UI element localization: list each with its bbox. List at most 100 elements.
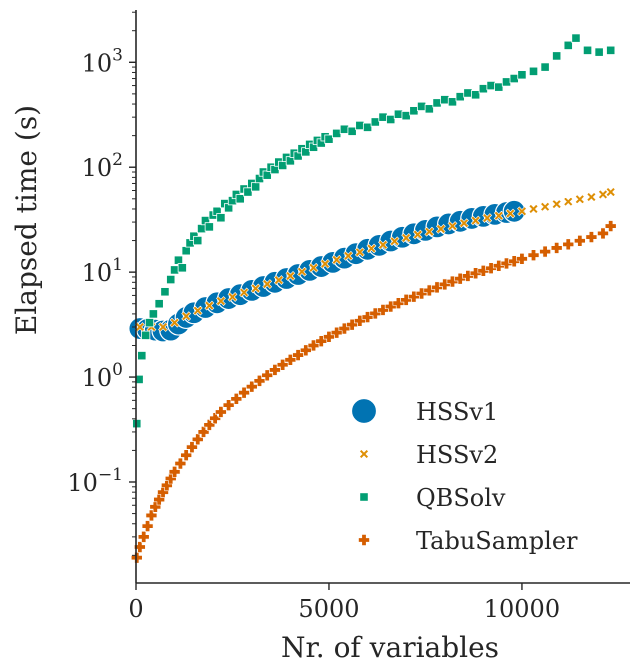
data-point-qbsolv (416, 101, 427, 111)
data-point-qbsolv (141, 330, 151, 340)
x-tick-label: 10000 (484, 595, 560, 623)
data-point-tabusampler (134, 541, 146, 553)
data-point-qbsolv (134, 374, 144, 385)
legend-label-hssv1: HSSv1 (416, 398, 498, 426)
x-tick-label: 0 (128, 595, 143, 623)
data-point-tabusampler (137, 531, 150, 543)
data-point-hssv2 (447, 221, 458, 231)
data-point-qbsolv (235, 194, 245, 204)
data-point-hssv2 (181, 311, 192, 322)
data-point-hssv2 (378, 239, 388, 250)
data-point-hssv2 (412, 229, 423, 240)
data-point-tabusampler (145, 509, 158, 522)
data-point-tabusampler (527, 249, 540, 262)
data-point-hssv2 (401, 232, 412, 243)
y-tick-label: 103 (82, 45, 123, 77)
data-point-qbsolv (455, 92, 465, 102)
x-tick-label: 5000 (298, 595, 359, 623)
series-hssv2 (134, 187, 616, 332)
data-point-qbsolv (160, 287, 170, 297)
data-point-hssv2 (528, 204, 539, 214)
data-point-qbsolv (173, 255, 184, 265)
data-point-hssv2 (493, 210, 504, 221)
data-point-qbsolv (540, 62, 550, 72)
data-point-tabusampler (276, 358, 289, 371)
legend-marker-hssv2 (359, 449, 369, 459)
data-point-qbsolv (478, 84, 488, 94)
data-point-qbsolv (440, 95, 450, 105)
data-point-qbsolv (509, 73, 519, 84)
data-point-hssv2 (574, 194, 585, 205)
data-point-qbsolv (606, 45, 616, 55)
data-point-tabusampler (604, 220, 617, 232)
data-point-tabusampler (141, 520, 154, 532)
data-point-tabusampler (209, 412, 221, 425)
data-point-hssv2 (158, 322, 168, 332)
data-point-qbsolv (285, 156, 295, 166)
y-tick-label: 101 (82, 255, 123, 287)
data-point-qbsolv (339, 124, 350, 134)
legend-item-qbsolv: QBSolv (359, 484, 506, 512)
data-point-qbsolv (324, 134, 334, 144)
data-point-tabusampler (261, 369, 274, 382)
data-point-qbsolv (204, 222, 214, 232)
data-point-hssv2 (227, 292, 238, 302)
data-point-hssv2 (262, 279, 273, 289)
data-point-tabusampler (562, 238, 575, 251)
data-point-qbsolv (197, 224, 207, 234)
data-point-hssv2 (540, 201, 551, 212)
data-point-qbsolv (193, 235, 203, 246)
data-point-qbsolv (144, 318, 155, 328)
data-point-tabusampler (574, 234, 586, 247)
plot-area (128, 33, 617, 564)
data-point-qbsolv (494, 82, 504, 92)
axes: 0 5000 10000 10−1 100 101 102 103 (67, 10, 630, 623)
data-point-hssv2 (598, 189, 608, 200)
data-point-hssv2 (435, 224, 446, 234)
data-point-hssv2 (204, 300, 215, 311)
series-qbsolv (132, 33, 616, 429)
data-point-tabusampler (253, 375, 266, 387)
data-point-hssv2 (586, 192, 597, 202)
data-point-qbsolv (571, 33, 581, 43)
data-point-hssv2 (517, 206, 527, 217)
data-point-qbsolv (148, 309, 158, 319)
data-point-hssv2 (320, 258, 331, 269)
legend-marker-qbsolv (359, 492, 369, 502)
data-point-tabusampler (191, 433, 204, 446)
data-point-qbsolv (347, 126, 357, 136)
data-point-qbsolv (409, 106, 419, 116)
data-point-tabusampler (174, 457, 187, 470)
data-point-qbsolv (177, 263, 187, 273)
data-point-tabusampler (203, 419, 216, 431)
data-point-qbsolv (137, 351, 147, 361)
data-point-qbsolv (166, 274, 176, 285)
legend-label-tabusampler: TabuSampler (416, 527, 578, 555)
data-point-tabusampler (300, 344, 312, 357)
data-point-qbsolv (501, 77, 512, 87)
legend-item-hssv1: HSSv1 (350, 397, 498, 426)
data-point-qbsolv (332, 128, 342, 139)
data-point-tabusampler (168, 466, 181, 478)
data-point-qbsolv (563, 40, 573, 50)
data-point-hssv2 (308, 262, 319, 273)
data-point-tabusampler (186, 441, 198, 453)
data-point-hssv2 (169, 317, 180, 328)
data-point-qbsolv (552, 51, 562, 61)
data-point-tabusampler (180, 449, 192, 462)
data-point-hssv2 (215, 296, 226, 306)
data-point-hssv2 (273, 275, 284, 286)
data-point-qbsolv (386, 114, 396, 125)
data-point-hssv2 (366, 243, 377, 254)
y-tick-label: 10−1 (67, 465, 123, 497)
data-point-qbsolv (463, 88, 473, 98)
data-point-tabusampler (215, 406, 227, 418)
data-point-qbsolv (517, 70, 527, 80)
data-point-hssv2 (331, 254, 342, 265)
y-tick-label: 100 (82, 360, 123, 392)
x-axis-title: Nr. of variables (281, 631, 499, 663)
data-point-tabusampler (292, 349, 304, 361)
y-axis-title: Elapsed time (s) (10, 105, 43, 335)
data-point-qbsolv (393, 109, 404, 119)
